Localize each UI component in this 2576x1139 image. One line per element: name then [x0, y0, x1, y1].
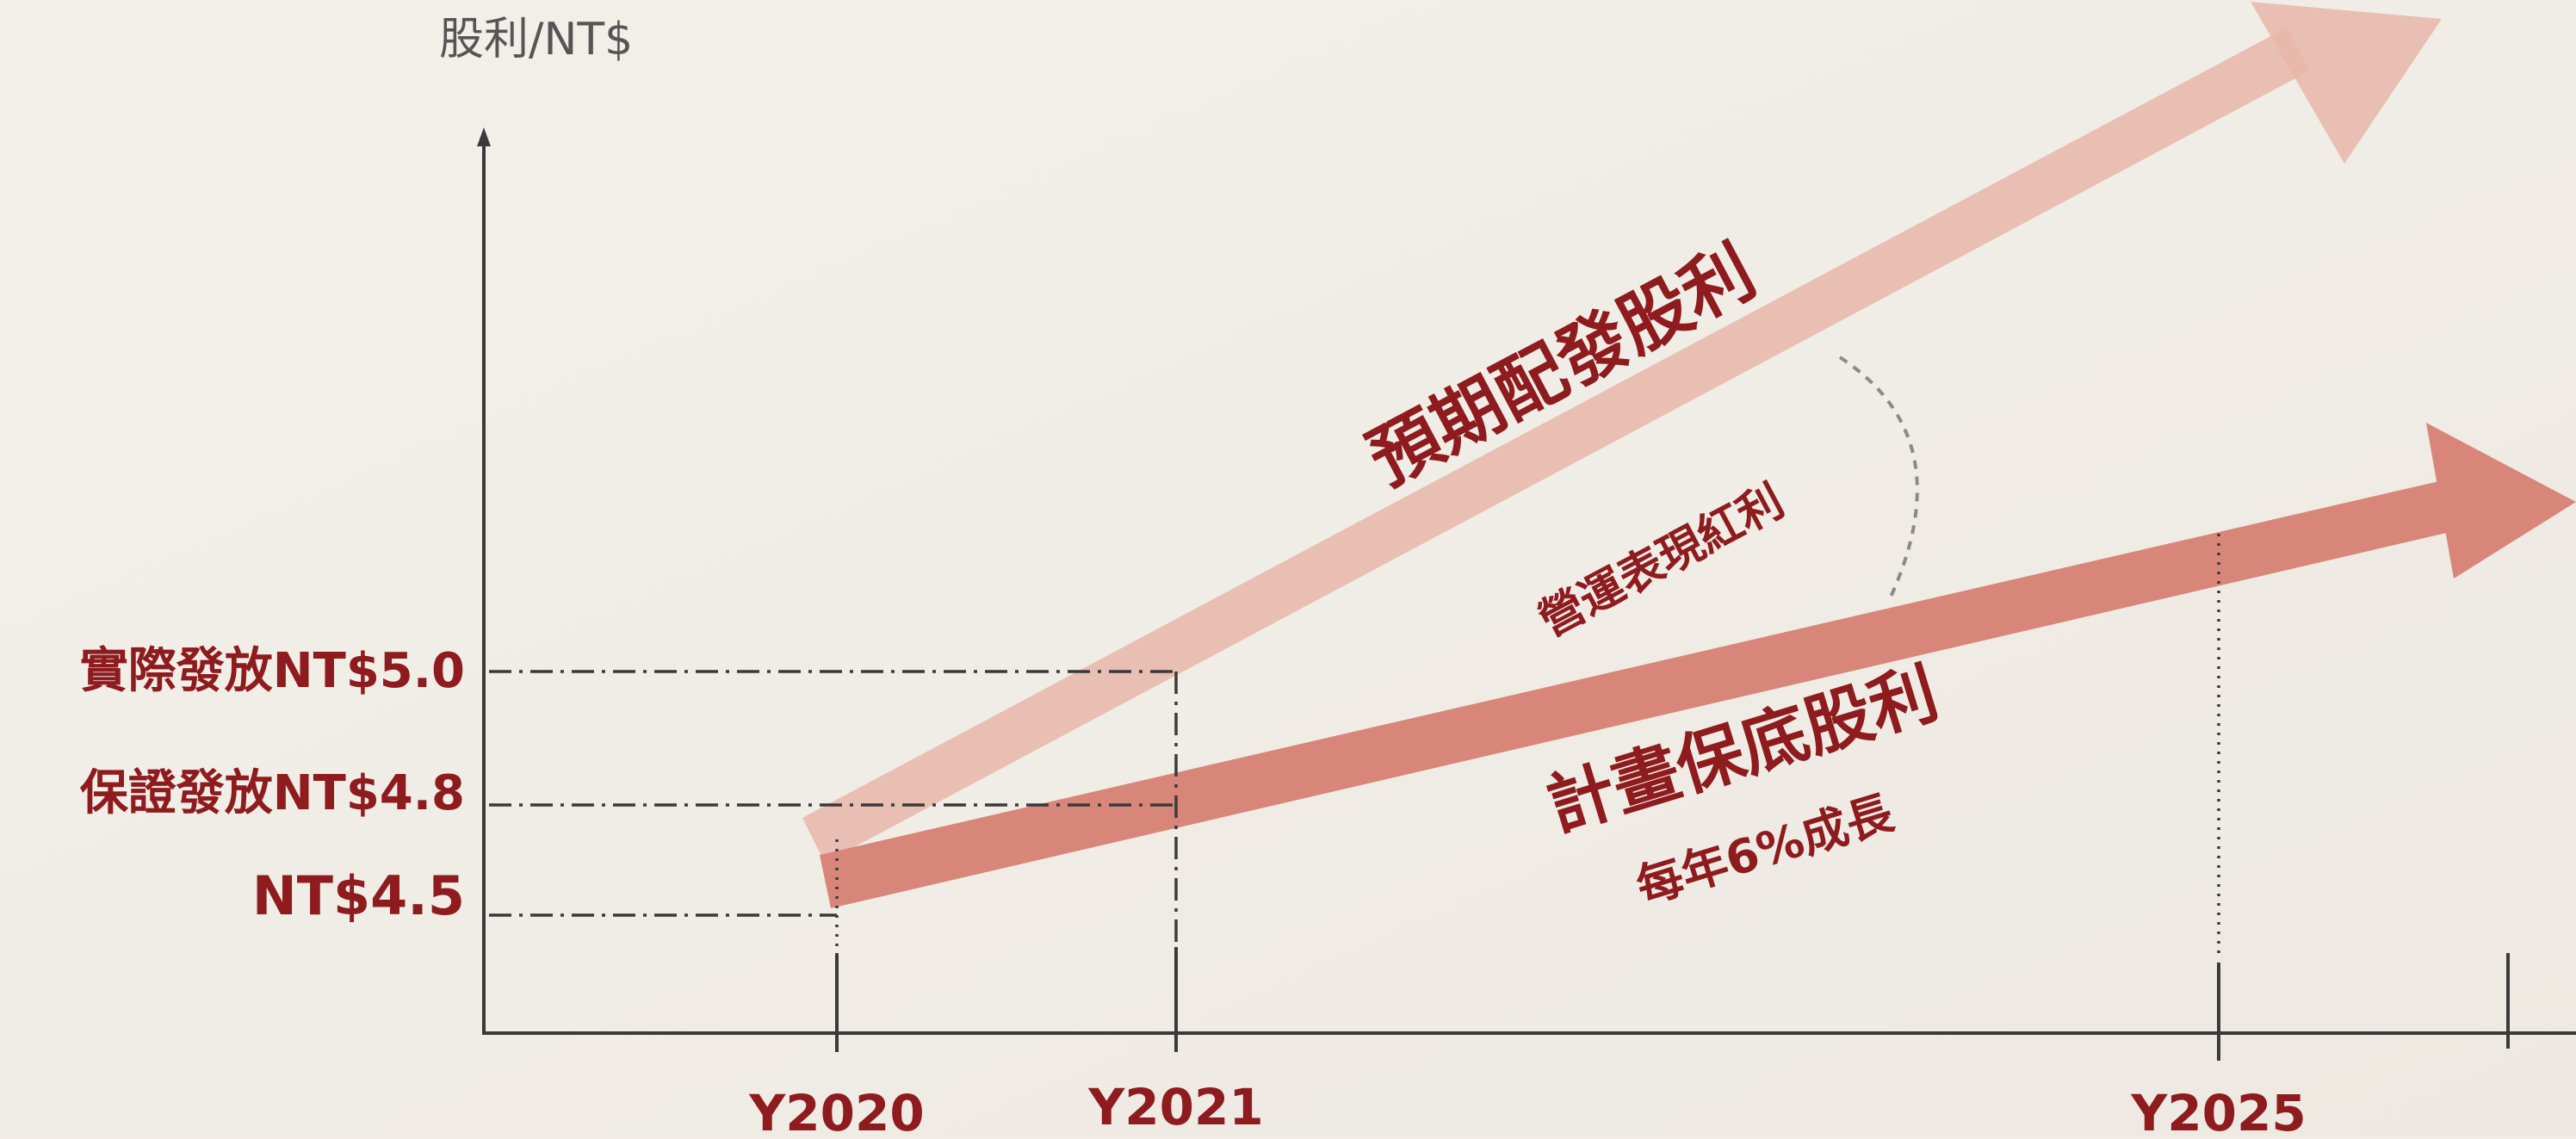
y-axis-arrowhead	[477, 127, 491, 146]
x-tick-label-y2025: Y2025	[2130, 1084, 2306, 1136]
y-level-label-guaranteed: 保證發放NT$4.8	[80, 765, 465, 821]
x-ticks	[835, 947, 2510, 1061]
reference-lines	[489, 534, 2220, 960]
x-tick-label-y2020: Y2020	[748, 1084, 924, 1136]
axes	[477, 127, 2576, 1035]
y-axis-title: 股利/NT$	[439, 14, 633, 65]
y-level-label-base: NT$4.5	[252, 864, 465, 927]
planned-dividend-arrow	[820, 423, 2576, 908]
x-tick-label-y2021: Y2021	[1087, 1078, 1263, 1136]
expected-dividend-arrow	[802, 2, 2442, 863]
bonus-gap-curve	[1838, 356, 1919, 604]
y-level-label-actual: 實際發放NT$5.0	[80, 643, 465, 699]
